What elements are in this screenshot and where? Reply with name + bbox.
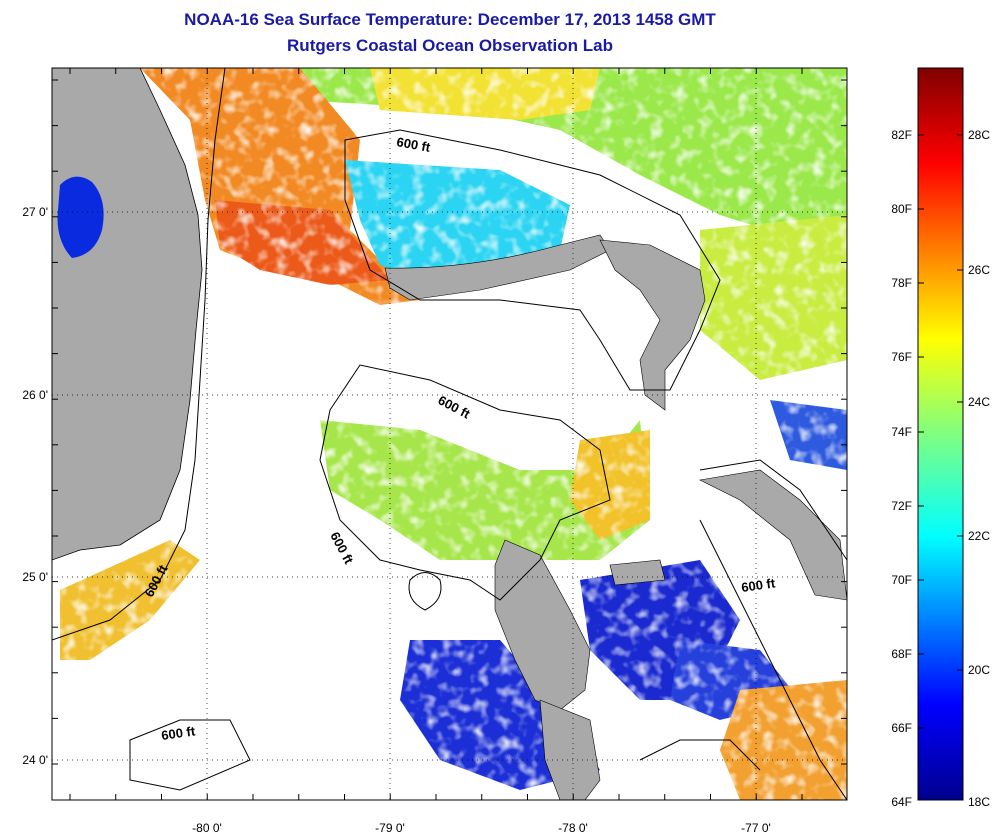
colorbar-celsius-labels: 28C 26C 24C 22C 20C 18C [968,128,990,809]
colorbar-gradient [917,67,964,801]
contour-small-loop [408,572,442,611]
latitude-label: 27 0' [22,205,48,219]
colorbar-f-label: 66F [891,721,912,735]
colorbar-f-label: 64F [891,795,912,809]
graticule [52,68,847,800]
colorbar-f-label: 80F [891,202,912,216]
abaco-islands [599,239,706,411]
colorbar-c-label: 18C [968,795,990,809]
colorbar-f-label: 72F [891,499,912,513]
contour-label: 600 ft [160,723,196,743]
map-ticks [52,68,847,800]
exuma-chain [539,699,601,800]
colorbar-fahrenheit-labels: 82F 80F 78F 76F 74F 72F 70F 68F 66F 64F [891,128,912,809]
latitude-label: 25 0' [22,570,48,584]
colorbar-f-label: 68F [891,647,912,661]
contour-label: 600 ft [740,575,776,595]
contour-south [129,719,251,791]
contour-little-bahama [344,129,721,391]
map-plot-area [52,68,847,800]
colorbar-f-label: 76F [891,350,912,364]
colorbar-f-label: 74F [891,425,912,439]
colorbar-c-label: 26C [968,263,990,277]
colorbar-c-label: 22C [968,529,990,543]
colorbar-f-label: 82F [891,128,912,142]
latitude-label: 24 0' [22,753,48,767]
contour-great-bahama [319,364,611,601]
map-title: NOAA-16 Sea Surface Temperature: Decembe… [184,10,716,29]
contour-tongue [639,739,761,771]
eleuthera-island [699,469,847,601]
longitude-label: -79 0' [375,821,405,835]
map-subtitle: Rutgers Coastal Ocean Observation Lab [287,36,613,55]
contour-label: 600 ft [395,134,432,155]
grand-bahama [384,234,611,301]
colorbar-c-label: 20C [968,663,990,677]
colorbar-c-label: 28C [968,128,990,142]
latitude-labels: 27 0' 26 0' 25 0' 24 0' [22,205,48,767]
colorbar-f-label: 78F [891,276,912,290]
land-masses [52,68,847,800]
longitude-label: -77 0' [741,821,771,835]
longitude-label: -80 0' [192,821,222,835]
colorbar-c-label: 24C [968,395,990,409]
map-frame [51,67,848,801]
contour-east [699,459,847,800]
temperature-colorbar: 82F 80F 78F 76F 74F 72F 70F 68F 66F 64F … [891,67,990,809]
contour-florida [52,68,226,641]
new-providence [609,559,666,586]
lake-okeechobee [57,176,104,258]
latitude-label: 26 0' [22,388,48,402]
bathymetry-contours [52,68,847,800]
longitude-label: -78 0' [558,821,588,835]
longitude-labels: -80 0' -79 0' -78 0' -77 0' [192,821,771,835]
colorbar-f-label: 70F [891,573,912,587]
